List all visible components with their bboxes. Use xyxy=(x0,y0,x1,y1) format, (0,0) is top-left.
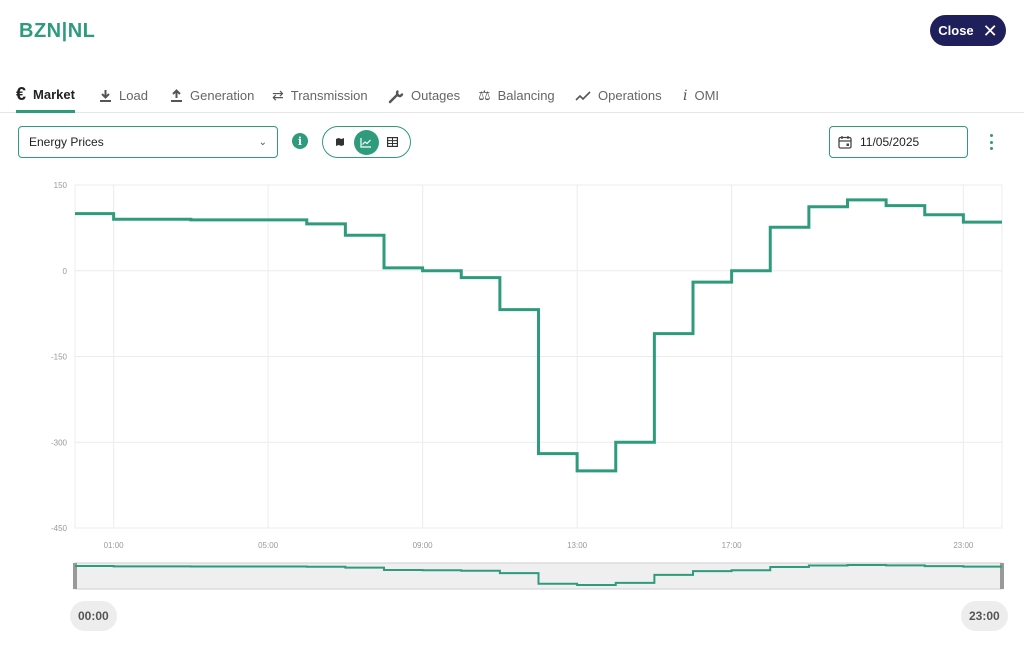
wrench-icon xyxy=(388,88,404,104)
range-end-label: 23:00 xyxy=(961,601,1008,631)
chevron-down-icon: ⌄ xyxy=(258,136,267,148)
y-tick-label: -300 xyxy=(51,438,68,447)
close-button[interactable]: Close ✕ xyxy=(930,15,1006,46)
tab-label: Generation xyxy=(190,88,255,103)
navigator-series-line xyxy=(75,564,1002,586)
navigator-right-handle xyxy=(1000,563,1004,589)
tab-label: Balancing xyxy=(497,88,555,103)
close-icon: ✕ xyxy=(982,20,998,41)
tab-label: Load xyxy=(119,88,148,103)
tab-operations[interactable]: Operations xyxy=(575,78,662,113)
dataset-select[interactable]: Energy Prices ⌄ xyxy=(18,126,278,158)
tab-transmission[interactable]: ⇄ Transmission xyxy=(272,78,368,113)
navigator-left-handle xyxy=(73,563,77,589)
tab-balancing[interactable]: ⚖ Balancing xyxy=(478,78,555,113)
tab-bar: € Market Load Generation ⇄ Transmission … xyxy=(0,70,1024,113)
tab-load[interactable]: Load xyxy=(99,78,148,113)
tab-generation[interactable]: Generation xyxy=(170,78,254,113)
date-picker[interactable]: 11/05/2025 xyxy=(829,126,968,158)
tab-label: Outages xyxy=(411,88,461,103)
view-toggle xyxy=(322,126,411,158)
upload-icon xyxy=(170,88,183,103)
more-options-icon[interactable] xyxy=(984,132,998,152)
table-icon xyxy=(387,137,399,147)
y-tick-label: 150 xyxy=(54,181,68,190)
y-tick-label: 0 xyxy=(63,267,68,276)
zone-title: BZN|NL xyxy=(19,20,96,42)
close-label: Close xyxy=(938,23,974,38)
x-tick-label: 23:00 xyxy=(953,541,974,550)
price-series-line xyxy=(75,198,1002,473)
tab-market[interactable]: € Market xyxy=(16,78,75,113)
range-start-label: 00:00 xyxy=(70,601,117,631)
download-icon xyxy=(99,89,112,103)
swap-arrows-icon: ⇄ xyxy=(272,87,284,103)
x-tick-label: 13:00 xyxy=(567,541,588,550)
tab-label: OMI xyxy=(694,88,720,103)
y-tick-label: -150 xyxy=(51,353,68,362)
map-icon xyxy=(336,138,345,146)
x-tick-label: 01:00 xyxy=(104,541,125,550)
tab-label: Operations xyxy=(598,88,662,103)
line-chart-icon xyxy=(360,137,372,148)
euro-icon: € xyxy=(16,83,27,104)
price-chart: 150 0 -150 -300 -450 01:00 05:00 09:00 13:00 17:0… xyxy=(51,181,1004,590)
tab-omi[interactable]: i OMI xyxy=(683,78,719,113)
info-italic-icon: i xyxy=(683,87,688,104)
scale-icon: ⚖ xyxy=(478,87,491,103)
info-icon[interactable]: i xyxy=(292,133,308,149)
dataset-value: Energy Prices xyxy=(29,135,104,149)
trend-line-icon xyxy=(575,90,591,102)
chart-view-button[interactable] xyxy=(353,129,379,155)
x-tick-label: 09:00 xyxy=(413,541,434,550)
date-value: 11/05/2025 xyxy=(860,135,920,149)
y-tick-label: -450 xyxy=(51,524,68,533)
tab-outages[interactable]: Outages xyxy=(388,78,460,113)
calendar-icon xyxy=(838,136,852,149)
x-tick-label: 17:00 xyxy=(722,541,743,550)
map-view-button[interactable] xyxy=(328,130,353,155)
tab-label: Market xyxy=(33,86,75,102)
table-view-button[interactable] xyxy=(380,130,405,155)
tab-label: Transmission xyxy=(290,88,368,103)
x-tick-label: 05:00 xyxy=(258,541,279,550)
